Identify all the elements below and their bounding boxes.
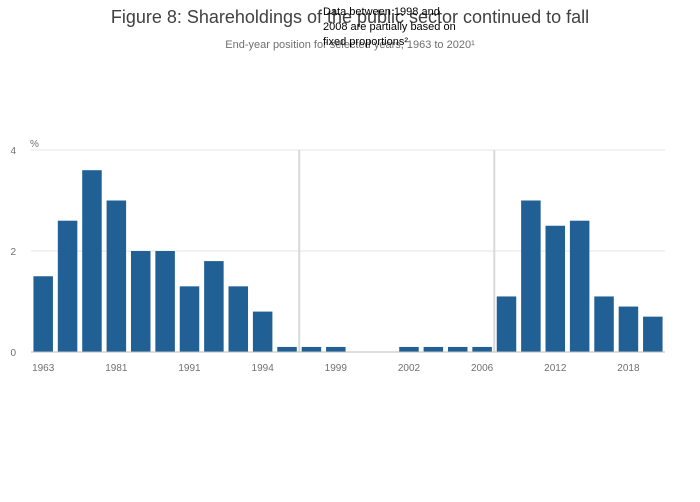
x-tick-label: 2018	[617, 363, 640, 374]
x-tick-label: 1991	[178, 363, 201, 374]
bar	[155, 251, 175, 352]
y-axis-label: %	[30, 139, 39, 150]
bar	[545, 225, 566, 352]
annotation: Data between 1998 and 2008 are partially …	[323, 6, 456, 48]
bar	[496, 296, 517, 352]
x-tick-label: 2006	[471, 363, 494, 374]
bar	[130, 251, 151, 352]
marker-layer	[298, 150, 496, 352]
chart-subtitle: End-year position for selected years, 19…	[225, 39, 475, 51]
bar	[423, 346, 444, 352]
axis-layer: 1963 1981 1991 1994 1999 2002 2006 2012 2018	[31, 351, 665, 374]
bar	[33, 276, 53, 352]
y-tick-label: 4	[10, 146, 16, 157]
bar-layer	[33, 170, 663, 352]
x-tick-label: 2012	[544, 363, 567, 374]
x-tick-label: 1963	[32, 363, 55, 374]
bar	[204, 261, 224, 352]
x-tick-label: 1999	[325, 363, 348, 374]
x-tick-label: 1994	[252, 363, 275, 374]
bar	[521, 200, 541, 352]
x-tick-label: 2002	[398, 363, 421, 374]
y-tick-label: 0	[10, 348, 16, 359]
bar	[179, 286, 200, 352]
x-tick-label: 1981	[105, 363, 128, 374]
bar	[301, 346, 322, 352]
bar	[618, 306, 639, 352]
annotation-line: Data between 1998 and	[323, 6, 440, 18]
bar	[447, 346, 468, 352]
bar	[82, 170, 102, 352]
bar	[569, 220, 590, 352]
bar	[643, 316, 663, 352]
bar	[277, 346, 297, 352]
annotation-line: fixed proportions²	[323, 36, 408, 48]
bar	[594, 296, 614, 352]
bar	[57, 220, 78, 352]
bar	[252, 311, 273, 352]
bar	[472, 346, 492, 352]
chart-title: Figure 8: Shareholdings of the public se…	[111, 7, 589, 27]
y-tick-label: 2	[10, 247, 16, 258]
bar	[326, 346, 346, 352]
bar	[399, 346, 419, 352]
bar	[106, 200, 127, 352]
annotation-line: 2008 are partially based on	[323, 21, 456, 33]
bar	[228, 286, 249, 352]
